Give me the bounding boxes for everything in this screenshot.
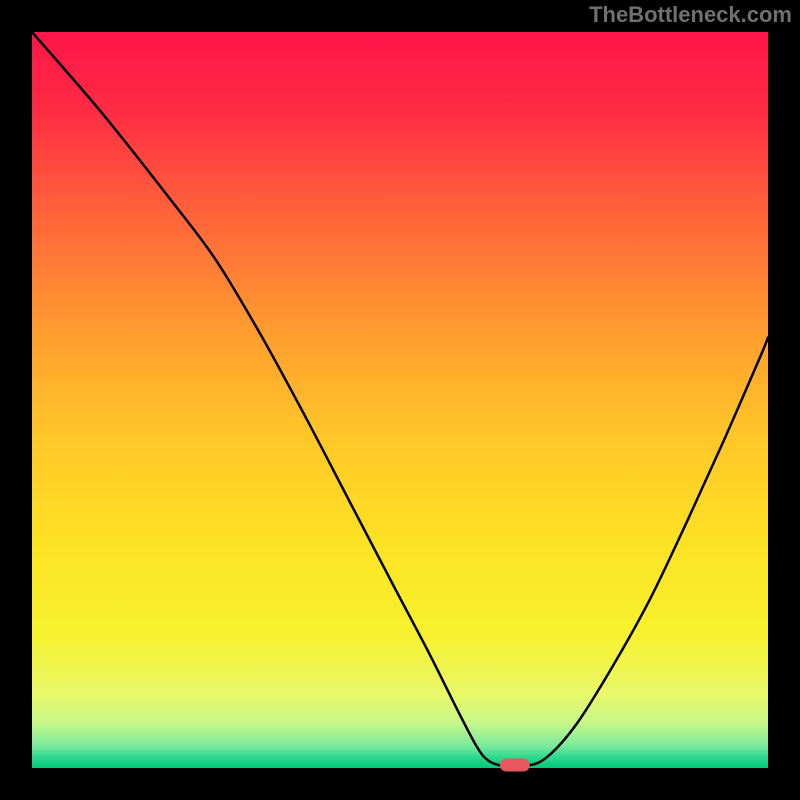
watermark-text: TheBottleneck.com bbox=[589, 2, 792, 28]
chart-container: TheBottleneck.com bbox=[0, 0, 800, 800]
optimal-marker bbox=[500, 759, 530, 772]
bottleneck-chart bbox=[0, 0, 800, 800]
plot-background bbox=[32, 32, 768, 768]
